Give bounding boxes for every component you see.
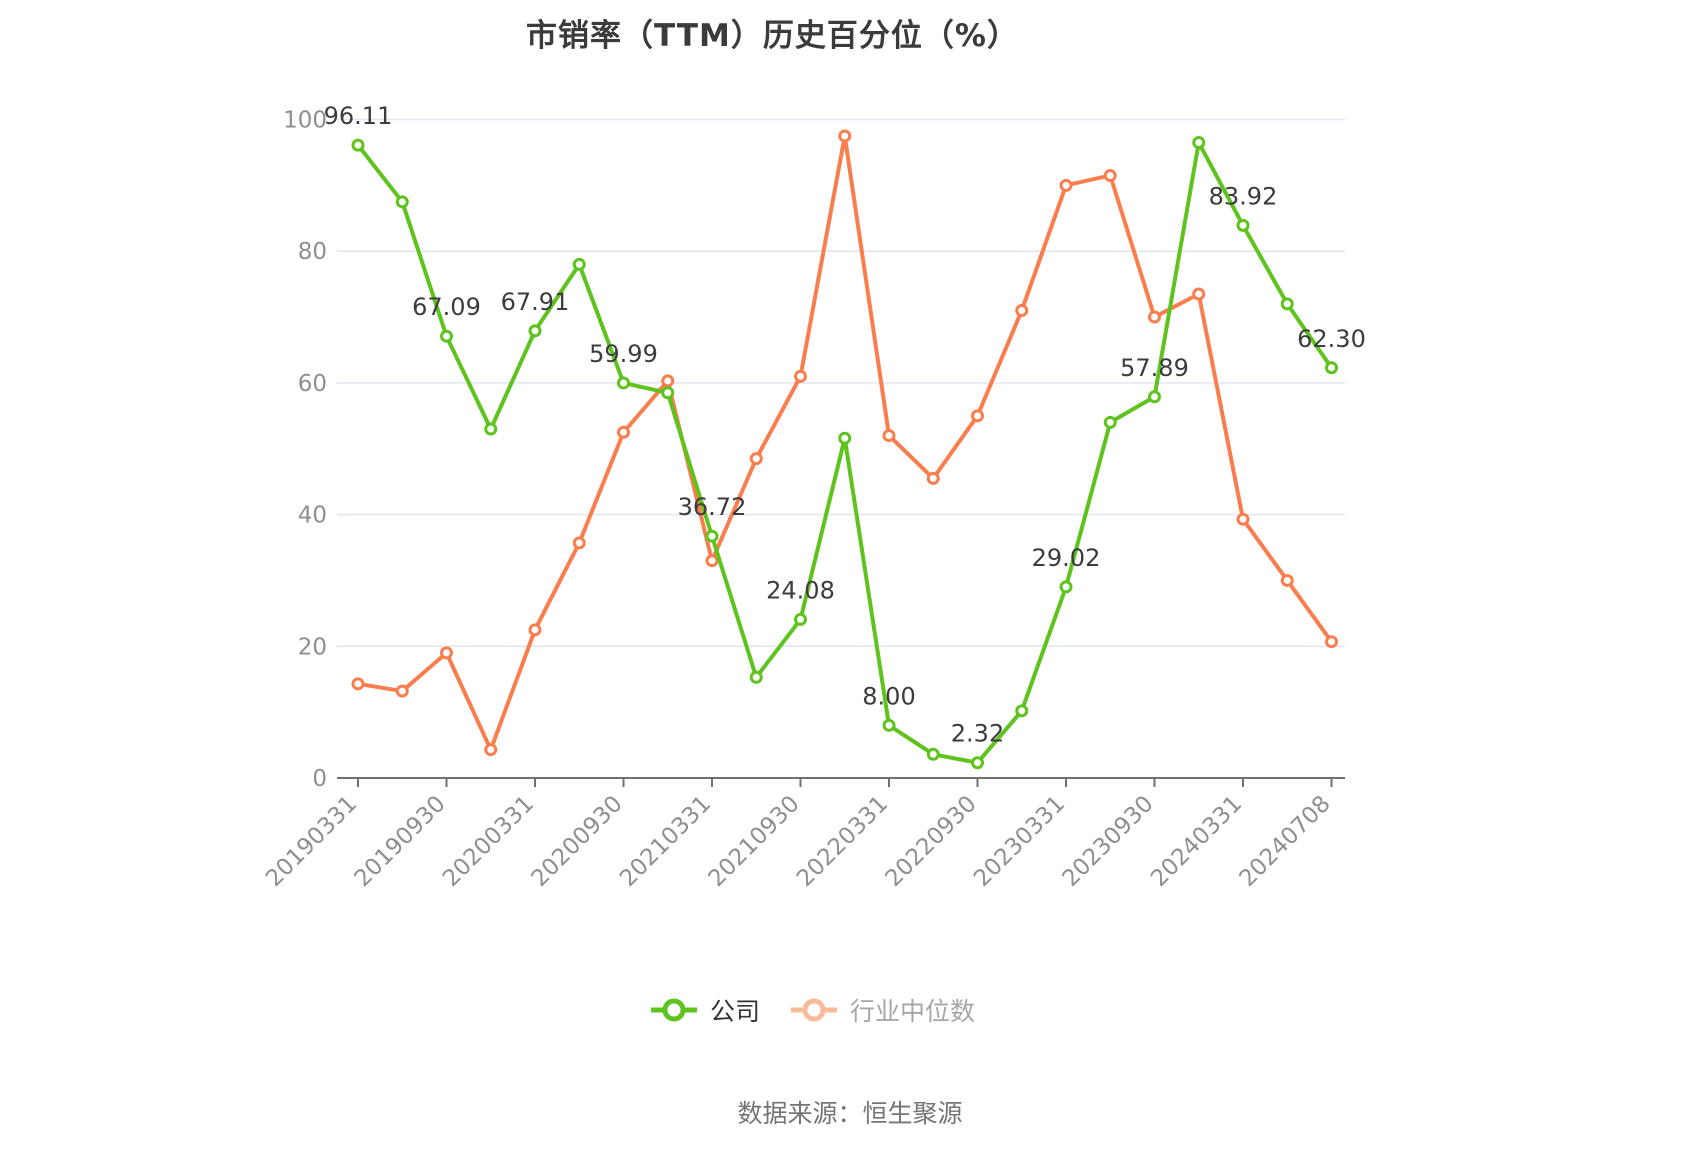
- data-point-company: [1103, 415, 1117, 429]
- x-axis-tick-label: 20210930: [704, 791, 805, 892]
- data-point-company: [572, 257, 586, 271]
- data-point-industry: [528, 623, 542, 637]
- x-axis-tick-label: 20200331: [438, 791, 539, 892]
- data-point-industry: [1103, 168, 1117, 182]
- data-point-company: [1236, 218, 1250, 232]
- data-label: 2.32: [951, 720, 1004, 748]
- x-axis-tick-label: 20240708: [1235, 791, 1336, 892]
- data-point-company: [1059, 580, 1073, 594]
- x-axis-tick-label: 20210331: [615, 791, 716, 892]
- data-label: 67.91: [501, 288, 570, 316]
- data-point-industry: [1015, 303, 1029, 317]
- data-point-industry: [1236, 512, 1250, 526]
- data-point-company: [749, 670, 763, 684]
- data-point-company: [617, 376, 630, 390]
- data-point-company: [1280, 297, 1294, 311]
- data-point-industry: [440, 646, 453, 660]
- data-point-company: [1148, 390, 1161, 404]
- data-point-industry: [971, 409, 984, 423]
- data-point-industry: [838, 129, 852, 143]
- data-point-company: [484, 422, 498, 436]
- data-point-industry: [572, 536, 586, 550]
- data-point-company: [794, 612, 807, 626]
- data-point-industry: [351, 677, 365, 691]
- data-point-industry: [1148, 310, 1161, 324]
- data-label: 59.99: [589, 340, 658, 368]
- data-point-company: [395, 195, 409, 209]
- x-axis-tick-label: 20240331: [1146, 791, 1247, 892]
- series-line-company: [356, 140, 1334, 765]
- data-label: 96.11: [324, 102, 393, 130]
- data-point-company: [1325, 361, 1338, 375]
- data-point-industry: [1280, 573, 1294, 587]
- data-point-company: [1192, 136, 1206, 150]
- x-axis-tick-label: 20200930: [527, 791, 628, 892]
- data-point-company: [705, 529, 719, 543]
- data-point-company: [351, 138, 365, 152]
- data-point-company: [971, 756, 984, 770]
- legend: 公司 行业中位数: [0, 992, 1625, 1028]
- data-source-label: 数据来源：恒生聚源: [737, 1099, 963, 1128]
- data-point-industry: [705, 554, 719, 568]
- data-label: 62.30: [1297, 325, 1366, 353]
- data-label: 67.09: [412, 293, 481, 321]
- industry-series-marker-icon: [791, 998, 837, 1022]
- data-point-company: [1015, 704, 1029, 718]
- data-point-industry: [749, 452, 763, 466]
- data-label: 8.00: [862, 682, 915, 710]
- data-label: 57.89: [1120, 354, 1189, 382]
- data-point-industry: [1059, 178, 1073, 192]
- y-axis-tick-label: 100: [283, 108, 327, 134]
- y-axis-tick-label: 60: [298, 371, 327, 397]
- legend-item-company[interactable]: 公司: [650, 992, 760, 1028]
- data-point-company: [661, 386, 675, 400]
- data-point-industry: [1325, 635, 1338, 649]
- data-point-company: [926, 747, 940, 761]
- data-point-company: [882, 718, 896, 732]
- data-point-industry: [484, 743, 498, 757]
- y-axis-tick-label: 20: [298, 634, 327, 660]
- x-axis-tick-label: 20220930: [881, 791, 982, 892]
- y-axis-tick-label: 40: [298, 503, 327, 529]
- data-point-industry: [1192, 287, 1206, 301]
- data-label: 83.92: [1209, 182, 1278, 210]
- y-axis-tick-label: 0: [312, 766, 327, 792]
- data-point-industry: [617, 425, 630, 439]
- x-axis-tick-label: 20190930: [350, 791, 451, 892]
- x-axis-tick-label: 20220331: [792, 791, 893, 892]
- x-axis-tick-label: 20190331: [261, 791, 362, 892]
- chart-title: 市销率（TTM）历史百分位（%）: [526, 18, 1019, 54]
- x-axis-tick-label: 20230930: [1058, 791, 1159, 892]
- company-series-marker-icon: [650, 998, 697, 1022]
- legend-label-industry: 行业中位数: [850, 997, 976, 1026]
- data-point-company: [440, 329, 453, 343]
- data-point-industry: [794, 369, 807, 383]
- data-point-company: [838, 431, 852, 445]
- data-label: 36.72: [678, 493, 747, 521]
- x-axis-tick-label: 20230331: [969, 791, 1070, 892]
- legend-label-company: 公司: [709, 997, 760, 1026]
- data-point-industry: [661, 374, 675, 388]
- data-point-industry: [395, 684, 409, 698]
- data-point-industry: [926, 471, 940, 485]
- data-label: 29.02: [1032, 544, 1101, 572]
- legend-item-industry[interactable]: 行业中位数: [790, 992, 975, 1028]
- data-point-company: [528, 324, 542, 338]
- data-label: 24.08: [766, 576, 835, 604]
- y-axis-tick-label: 80: [298, 239, 327, 265]
- data-point-industry: [882, 429, 896, 443]
